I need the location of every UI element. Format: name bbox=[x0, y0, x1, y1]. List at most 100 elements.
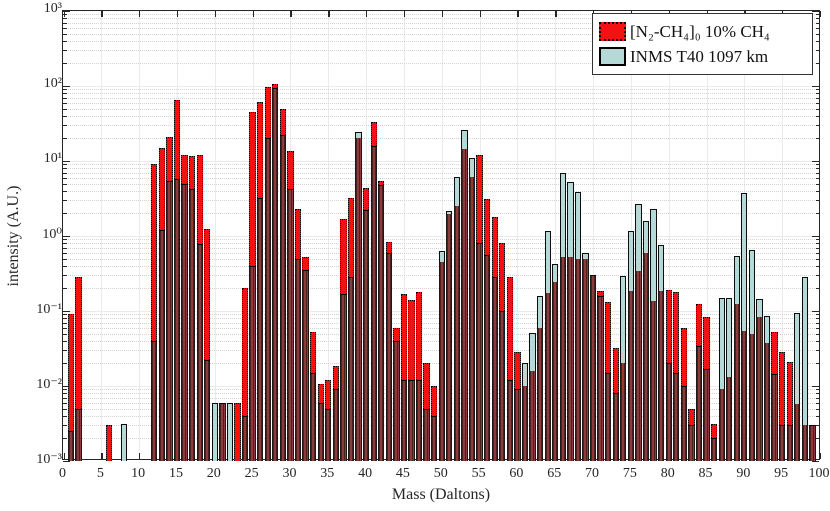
y-minor-tick bbox=[815, 138, 819, 140]
plot-area bbox=[62, 10, 822, 463]
bar-overlap-segment bbox=[642, 252, 650, 461]
y-tick bbox=[812, 461, 819, 463]
legend-label-blue-series: INMS T40 1097 km bbox=[630, 46, 769, 66]
bar-red-segment bbox=[370, 122, 377, 146]
bar-overlap-segment bbox=[506, 380, 513, 461]
y-minor-tick bbox=[815, 265, 819, 267]
bar-red-segment bbox=[204, 228, 211, 361]
y-minor-tick bbox=[815, 97, 819, 99]
y-minor-tick bbox=[63, 408, 67, 410]
red-series-swatch-icon bbox=[599, 22, 626, 41]
x-tick-label: 5 bbox=[96, 466, 104, 481]
bar-overlap-segment bbox=[423, 408, 430, 461]
y-minor-tick bbox=[63, 252, 67, 254]
gridline-vertical bbox=[555, 11, 557, 459]
gridline-horizontal-minor bbox=[63, 89, 819, 91]
bar-overlap-segment bbox=[309, 372, 317, 461]
bar-teal-segment bbox=[582, 252, 589, 259]
bar-overlap-segment bbox=[408, 380, 415, 461]
y-minor-tick bbox=[815, 33, 819, 35]
bar-overlap-segment bbox=[461, 148, 468, 461]
bar-overlap-segment bbox=[325, 408, 332, 461]
bar-red-segment bbox=[75, 277, 82, 409]
y-minor-tick bbox=[63, 275, 67, 277]
y-minor-tick bbox=[815, 63, 819, 65]
y-minor-tick bbox=[815, 177, 819, 179]
bar-overlap-segment bbox=[748, 333, 756, 461]
y-minor-tick bbox=[815, 363, 819, 365]
bar-teal-segment bbox=[756, 299, 763, 318]
teal-series-swatch-icon bbox=[599, 47, 626, 66]
y-minor-tick bbox=[815, 397, 819, 399]
bar-overlap-segment bbox=[605, 372, 612, 461]
bar-overlap-segment bbox=[650, 300, 657, 461]
x-tick-label: 35 bbox=[320, 466, 335, 481]
x-tick-label: 70 bbox=[585, 466, 600, 481]
y-minor-tick bbox=[63, 14, 67, 16]
bar-overlap-segment bbox=[809, 425, 816, 461]
y-minor-tick bbox=[815, 258, 819, 260]
bar-overlap-segment bbox=[559, 257, 566, 461]
y-minor-tick bbox=[815, 247, 819, 249]
bar-overlap-segment bbox=[302, 270, 309, 461]
y-minor-tick bbox=[815, 350, 819, 352]
bar-red-segment bbox=[499, 243, 506, 311]
y-minor-tick bbox=[815, 89, 819, 91]
bar-red-segment bbox=[483, 199, 491, 256]
bar-teal-segment bbox=[529, 332, 536, 371]
gridline-horizontal-minor bbox=[63, 27, 819, 29]
bar-teal-segment bbox=[438, 251, 445, 262]
bar-red-segment bbox=[431, 386, 438, 416]
bar-red-segment bbox=[340, 218, 347, 294]
y-minor-tick bbox=[63, 425, 67, 427]
bar-overlap-segment bbox=[332, 389, 339, 461]
bar-overlap-segment bbox=[158, 230, 165, 461]
y-tick-label: 10⁻³ bbox=[36, 452, 62, 467]
bar-overlap-segment bbox=[75, 408, 82, 461]
bar-overlap-segment bbox=[574, 258, 582, 461]
x-tick bbox=[63, 11, 65, 17]
bar-teal-segment bbox=[733, 256, 740, 304]
bar-teal-segment bbox=[544, 230, 551, 293]
bar-overlap-segment bbox=[741, 331, 748, 461]
y-minor-tick bbox=[63, 164, 67, 166]
gridline-horizontal-minor bbox=[63, 200, 819, 202]
y-tick bbox=[63, 236, 70, 238]
bar-red-segment bbox=[695, 304, 703, 347]
gridline-vertical bbox=[328, 11, 330, 459]
gridline-horizontal-minor bbox=[63, 14, 819, 16]
y-minor-tick bbox=[63, 397, 67, 399]
y-minor-tick bbox=[63, 40, 67, 42]
y-tick bbox=[63, 11, 70, 13]
gridline-vertical bbox=[668, 11, 670, 459]
y-minor-tick bbox=[815, 93, 819, 95]
bar-overlap-segment bbox=[491, 277, 498, 461]
y-minor-tick bbox=[63, 350, 67, 352]
bar-red-segment bbox=[415, 291, 423, 381]
gridline-horizontal-minor bbox=[63, 168, 819, 170]
bar-red-segment bbox=[309, 332, 317, 373]
y-minor-tick bbox=[63, 243, 67, 245]
bar-overlap-segment bbox=[680, 386, 687, 461]
bar-red-segment bbox=[688, 408, 695, 426]
bar-overlap-segment bbox=[347, 277, 355, 461]
gridline-horizontal-minor bbox=[63, 243, 819, 245]
bar-overlap-segment bbox=[241, 415, 249, 461]
y-minor-tick bbox=[63, 89, 67, 91]
y-minor-tick bbox=[815, 172, 819, 174]
bar-red-segment bbox=[272, 84, 279, 88]
bar-red-segment bbox=[786, 361, 793, 426]
gridline-horizontal-minor bbox=[63, 93, 819, 95]
bar-overlap-segment bbox=[733, 303, 740, 461]
y-minor-tick bbox=[63, 333, 67, 335]
bar-red-segment bbox=[347, 198, 355, 278]
y-minor-tick bbox=[815, 340, 819, 342]
bar-overlap-segment bbox=[627, 290, 635, 461]
bar-red-segment bbox=[665, 290, 672, 364]
x-tick bbox=[101, 11, 103, 17]
x-tick bbox=[252, 11, 254, 17]
bar-overlap-segment bbox=[779, 425, 786, 461]
bar-overlap-segment bbox=[582, 258, 589, 461]
x-tick-label: 15 bbox=[168, 466, 183, 481]
bar-red-segment bbox=[158, 147, 165, 231]
